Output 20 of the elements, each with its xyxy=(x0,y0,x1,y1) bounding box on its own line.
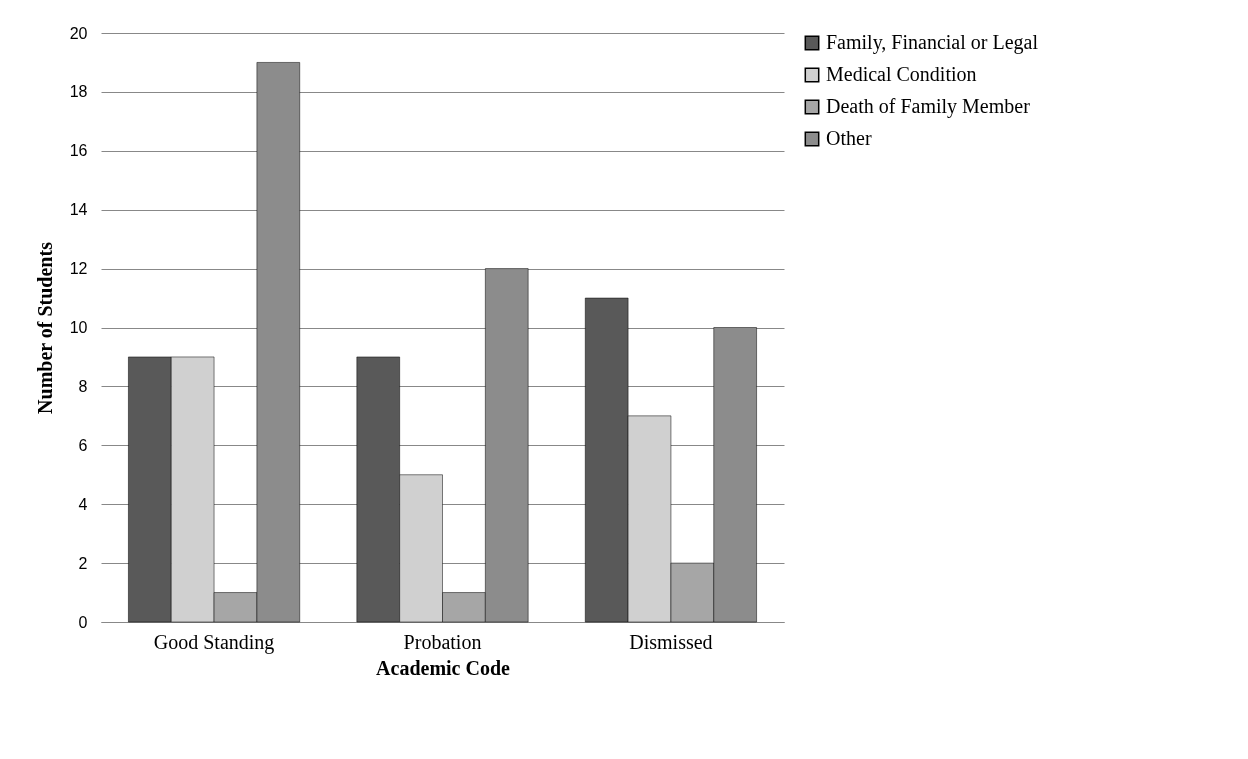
y-tick-label: 6 xyxy=(78,436,88,454)
legend-label: Family, Financial or Legal xyxy=(826,31,1039,54)
x-axis-title: Academic Code xyxy=(376,656,511,679)
y-tick-label: 10 xyxy=(69,319,88,336)
x-tick-label: Dismissed xyxy=(629,630,713,653)
legend-label: Medical Condition xyxy=(826,63,977,85)
legend-label: Death of Family Member xyxy=(826,95,1031,118)
y-tick-label: 0 xyxy=(78,613,88,631)
y-tick-label: 18 xyxy=(69,83,88,101)
x-tick-label: Good Standing xyxy=(153,630,275,654)
y-tick-label: 16 xyxy=(69,142,88,160)
legend-label: Other xyxy=(826,127,872,149)
x-tick-label: Probation xyxy=(403,630,482,653)
y-tick-label: 8 xyxy=(78,377,88,395)
y-tick-label: 14 xyxy=(69,201,88,219)
y-tick-label: 12 xyxy=(69,260,88,278)
y-axis-title: Number of Students xyxy=(33,241,56,414)
y-tick-label: 2 xyxy=(78,554,88,572)
y-tick-label: 4 xyxy=(78,495,88,513)
y-tick-label: 20 xyxy=(69,24,88,42)
